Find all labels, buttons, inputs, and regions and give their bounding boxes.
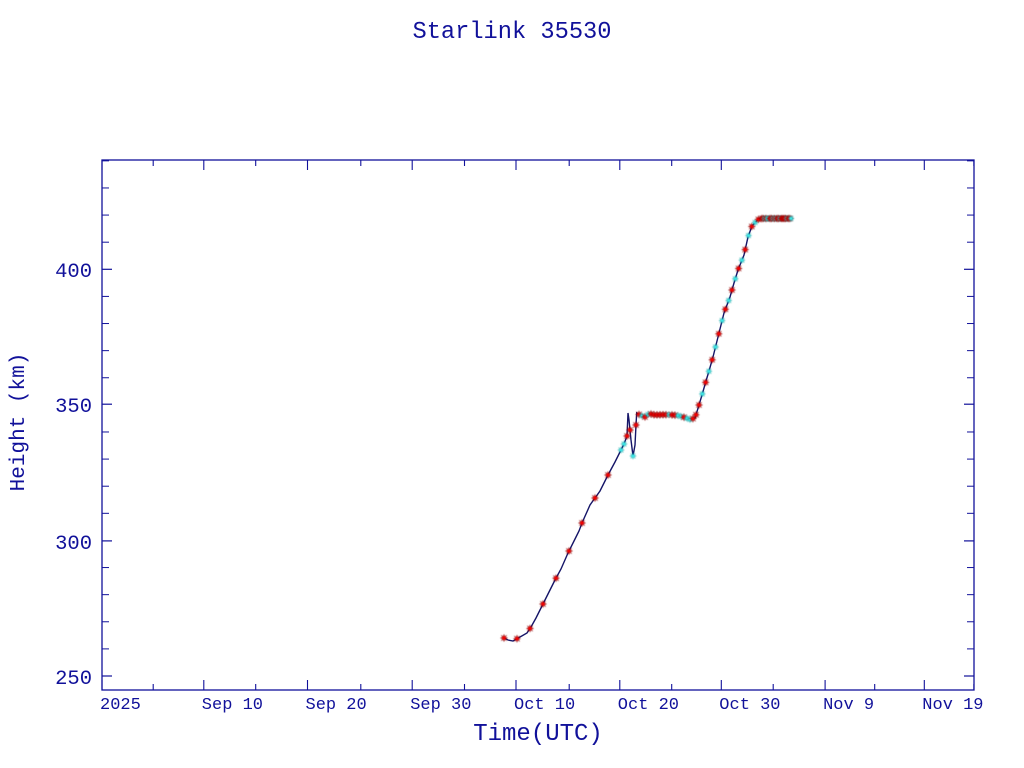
svg-text:Height (km): Height (km) xyxy=(8,353,31,492)
svg-text:Time(UTC): Time(UTC) xyxy=(473,721,603,748)
svg-text:400: 400 xyxy=(55,261,92,284)
svg-text:Sep 10: Sep 10 xyxy=(202,696,263,715)
svg-text:Sep 30: Sep 30 xyxy=(410,696,471,715)
svg-text:Oct 10: Oct 10 xyxy=(514,696,575,715)
svg-text:Nov 9: Nov 9 xyxy=(823,696,874,715)
svg-text:300: 300 xyxy=(55,533,92,556)
svg-text:Nov 19: Nov 19 xyxy=(922,696,983,715)
svg-text:Sep 20: Sep 20 xyxy=(306,696,367,715)
svg-text:Oct 20: Oct 20 xyxy=(618,696,679,715)
svg-text:250: 250 xyxy=(55,668,92,691)
svg-text:2025: 2025 xyxy=(100,696,141,715)
svg-text:Starlink 35530: Starlink 35530 xyxy=(412,19,611,46)
svg-text:Oct 30: Oct 30 xyxy=(719,696,780,715)
svg-text:350: 350 xyxy=(55,396,92,419)
